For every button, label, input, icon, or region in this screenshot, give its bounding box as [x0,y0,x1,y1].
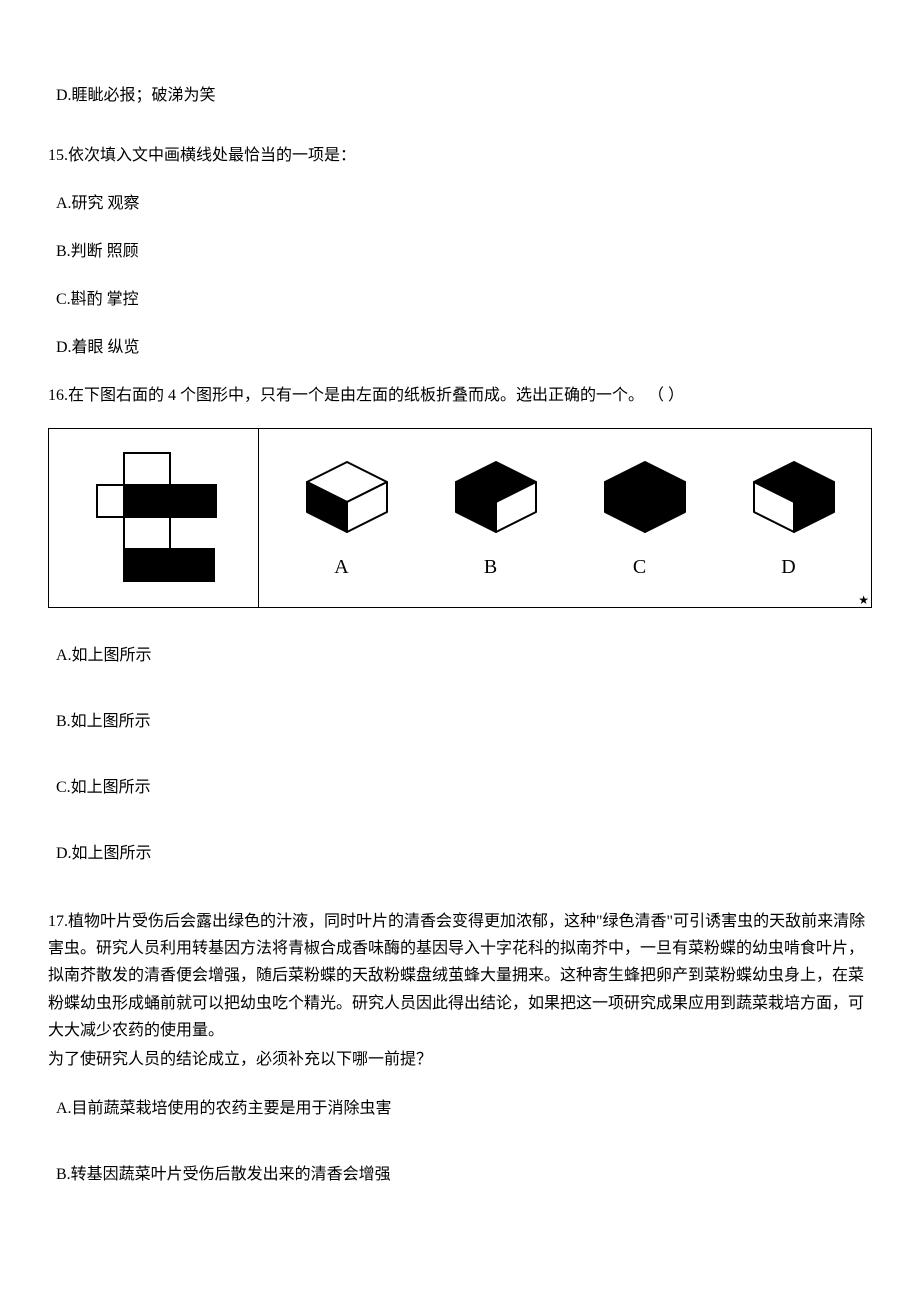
cube-b: B [416,454,565,582]
q16-option-b[interactable]: B.如上图所示 [56,710,872,734]
q16-net [49,429,259,607]
option-text: B.转基因蔬菜叶片受伤后散发出来的清香会增强 [56,1166,391,1183]
option-text: D.睚眦必报；破涕为笑 [56,87,216,104]
option-text: D.如上图所示 [56,845,152,862]
option-text: C.斟酌 掌控 [56,291,139,308]
cube-d: D [714,454,863,582]
option-text: B.如上图所示 [56,713,151,730]
q17-stem: 17.植物叶片受伤后会露出绿色的汁液，同时叶片的清香会变得更加浓郁，这种"绿色清… [48,908,872,1073]
q17-option-a[interactable]: A.目前蔬菜栽培使用的农药主要是用于消除虫害 [56,1097,872,1121]
cube-c: C [565,454,714,582]
q17-p2: 为了使研究人员的结论成立，必须补充以下哪一前提？ [48,1046,872,1073]
q14-option-d[interactable]: D.睚眦必报；破涕为笑 [56,84,872,108]
net-svg [89,448,219,588]
option-text: A.如上图所示 [56,647,152,664]
cube-b-svg [436,454,546,540]
q16-cubes: A B C D [259,429,871,607]
question-text: 15.依次填入文中画横线处最恰当的一项是： [48,147,356,164]
option-text: B.判断 照顾 [56,243,139,260]
q15-option-a[interactable]: A.研究 观察 [56,192,872,216]
q17-p1: 17.植物叶片受伤后会露出绿色的汁液，同时叶片的清香会变得更加浓郁，这种"绿色清… [48,908,872,1044]
option-text: A.目前蔬菜栽培使用的农药主要是用于消除虫害 [56,1100,392,1117]
q16-option-a[interactable]: A.如上图所示 [56,644,872,668]
cube-a: A [267,454,416,582]
option-text: D.着眼 纵览 [56,339,140,356]
q15-option-b[interactable]: B.判断 照顾 [56,240,872,264]
q16-option-c[interactable]: C.如上图所示 [56,776,872,800]
question-text: 16.在下图右面的 4 个图形中，只有一个是由左面的纸板折叠而成。选出正确的一个… [48,387,684,404]
q15-option-c[interactable]: C.斟酌 掌控 [56,288,872,312]
option-text: C.如上图所示 [56,779,151,796]
q16-stem: 16.在下图右面的 4 个图形中，只有一个是由左面的纸板折叠而成。选出正确的一个… [48,384,872,408]
q15-stem: 15.依次填入文中画横线处最恰当的一项是： [48,144,872,168]
cube-a-label: A [334,552,348,582]
star-icon: ★ [858,591,869,609]
cube-c-svg [585,454,695,540]
cube-d-svg [734,454,844,540]
q16-figure: A B C D ★ [48,428,872,608]
cube-b-label: B [484,552,497,582]
q17-option-b[interactable]: B.转基因蔬菜叶片受伤后散发出来的清香会增强 [56,1163,872,1187]
q15-option-d[interactable]: D.着眼 纵览 [56,336,872,360]
cube-d-label: D [781,552,795,582]
option-text: A.研究 观察 [56,195,140,212]
cube-a-svg [287,454,397,540]
q16-option-d[interactable]: D.如上图所示 [56,842,872,866]
cube-c-label: C [633,552,646,582]
